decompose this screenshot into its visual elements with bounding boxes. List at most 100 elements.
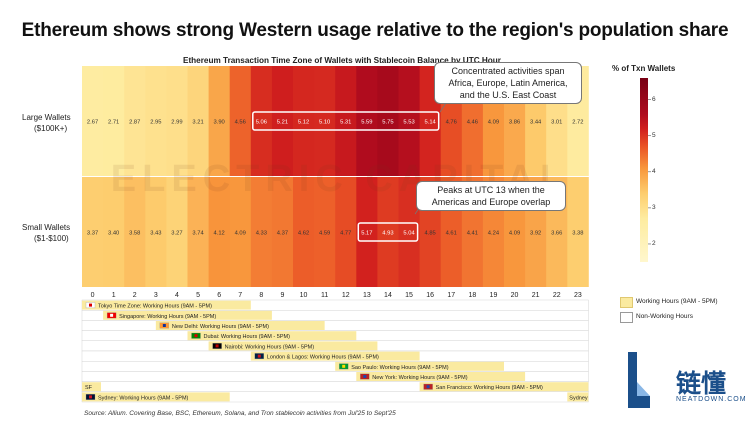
- heatmap-value-label: 3.90: [214, 120, 225, 126]
- flag-detail: [89, 395, 92, 399]
- heatmap-value-label: 3.21: [192, 120, 203, 126]
- legend-nonworking-label: Non-Working Hours: [636, 313, 693, 320]
- heatmap-cell: [314, 66, 336, 176]
- heatmap-cell: [293, 66, 315, 176]
- heatmap-cell: [229, 66, 252, 176]
- heatmap-cell: [166, 177, 188, 287]
- heatmap-value-label: 3.40: [108, 231, 119, 237]
- heatmap-value-label: 5.21: [277, 120, 288, 126]
- heatmap-value-label: 3.38: [572, 231, 583, 237]
- heatmap-value-label: 4.09: [488, 120, 499, 126]
- heatmap-value-label: 4.41: [467, 231, 478, 237]
- heatmap-value-label: 2.99: [171, 120, 182, 126]
- tz-label: Tokyo Time Zone: Working Hours (9AM - 5P…: [98, 304, 212, 310]
- x-tick-label: 6: [217, 292, 221, 299]
- neatdown-logo-icon: [628, 352, 650, 408]
- heatmap-value-label: 4.85: [425, 231, 436, 237]
- heatmap-cell: [377, 66, 399, 176]
- flag-detail: [89, 303, 92, 307]
- tz-working-band: [356, 372, 526, 381]
- heatmap-value-label: 5.12: [298, 120, 309, 126]
- heatmap-value-label: 3.37: [87, 231, 98, 237]
- x-tick-label: 18: [468, 292, 476, 299]
- highlight-box: [252, 111, 440, 131]
- heatmap-cell: [271, 177, 294, 287]
- legend-tick-label: 6: [652, 95, 656, 103]
- heatmap-value-label: 5.06: [256, 120, 267, 126]
- heatmap-value-label: 2.87: [129, 120, 140, 126]
- heatmap-value-label: 3.43: [150, 231, 161, 237]
- x-tick-label: 22: [553, 292, 561, 299]
- x-tick-label: 8: [259, 292, 263, 299]
- callout-2-line-1: Peaks at UTC 13 when the: [437, 185, 545, 195]
- callout-peak: Peaks at UTC 13 when the Americas and Eu…: [416, 181, 566, 211]
- x-tick-label: 1: [112, 292, 116, 299]
- x-tick-label: 13: [363, 292, 371, 299]
- highlight-box: [357, 222, 419, 242]
- heatmap-cell: [377, 177, 399, 287]
- tz-wrap-label: SF: [85, 385, 93, 391]
- heatmap-value-label: 4.56: [235, 120, 246, 126]
- heatmap-value-label: 3.27: [171, 231, 182, 237]
- flag-detail: [110, 313, 114, 317]
- heatmap-cell: [124, 66, 146, 176]
- heatmap-value-label: 4.77: [340, 231, 351, 237]
- heatmap-value-label: 5.17: [361, 231, 372, 237]
- legend-colorbar: [640, 78, 648, 262]
- heatmap-value-label: 4.46: [467, 120, 478, 126]
- tz-working-band: [187, 331, 357, 341]
- heatmap-cell: [82, 66, 104, 176]
- heatmap-value-label: 4.09: [235, 231, 246, 237]
- tz-working-band: [103, 310, 272, 320]
- tz-label: Singapore: Working Hours (9AM - 5PM): [119, 314, 216, 320]
- row-label-large-line2: ($100K+): [34, 124, 68, 133]
- heatmap-value-label: 4.93: [382, 231, 393, 237]
- x-tick-label: 7: [238, 292, 242, 299]
- tz-tail-label: Sydney: [569, 395, 588, 401]
- tz-label: Dubai: Working Hours (9AM - 5PM): [204, 334, 291, 340]
- row-label-small-line1: Small Wallets: [22, 223, 71, 232]
- heatmap-cell: [229, 177, 252, 287]
- heatmap-value-label: 4.37: [277, 231, 288, 237]
- x-tick-label: 0: [91, 292, 95, 299]
- heatmap-value-label: 2.67: [87, 120, 98, 126]
- heatmap-value-label: 4.33: [256, 231, 267, 237]
- heatmap-value-label: 5.53: [403, 120, 414, 126]
- heatmap-value-label: 4.76: [446, 120, 457, 126]
- x-tick-label: 4: [175, 292, 179, 299]
- heatmap-value-label: 4.24: [488, 231, 500, 237]
- heatmap-cell: [103, 66, 125, 176]
- x-tick-label: 10: [300, 292, 308, 299]
- tz-working-band: [335, 361, 504, 371]
- callout-1-line-3: and the U.S. East Coast: [459, 90, 557, 100]
- row-label-small: Small Wallets ($1-$100): [22, 222, 84, 244]
- source-note: Source: Allium. Covering Base, BSC, Ethe…: [84, 410, 396, 417]
- main-title: Ethereum shows strong Western usage rela…: [21, 20, 729, 41]
- heatmap-value-label: 2.72: [572, 120, 583, 126]
- tz-working-band-tail: [567, 392, 589, 402]
- heatmap-value-label: 2.71: [108, 120, 119, 126]
- tz-working-band-wrap: [82, 382, 101, 392]
- x-tick-label: 5: [196, 292, 200, 299]
- x-tick-label: 14: [384, 292, 392, 299]
- x-tick-label: 12: [342, 292, 350, 299]
- callout-1-line-1: Concentrated activities span: [451, 66, 565, 76]
- legend-title: % of Txn Wallets: [612, 64, 676, 73]
- tz-working-band: [82, 392, 230, 402]
- heatmap-cell: [103, 177, 125, 287]
- heatmap-value-label: 2.95: [150, 120, 161, 126]
- heatmap-cell: [166, 66, 188, 176]
- heatmap-cell: [82, 177, 104, 287]
- heatmap-value-label: 3.58: [129, 231, 140, 237]
- heatmap-value-label: 3.86: [509, 120, 520, 126]
- tz-working-band: [82, 300, 251, 310]
- heatmap-cell: [335, 66, 357, 176]
- heatmap-value-label: 5.75: [382, 120, 393, 126]
- logo-text-en: NEATDOWN.COM: [676, 396, 747, 403]
- heatmap-cell: [398, 66, 420, 176]
- tz-working-band: [250, 351, 420, 361]
- heatmap-cell: [145, 66, 167, 176]
- heatmap-value-label: 3.66: [551, 231, 562, 237]
- x-tick-label: 17: [447, 292, 455, 299]
